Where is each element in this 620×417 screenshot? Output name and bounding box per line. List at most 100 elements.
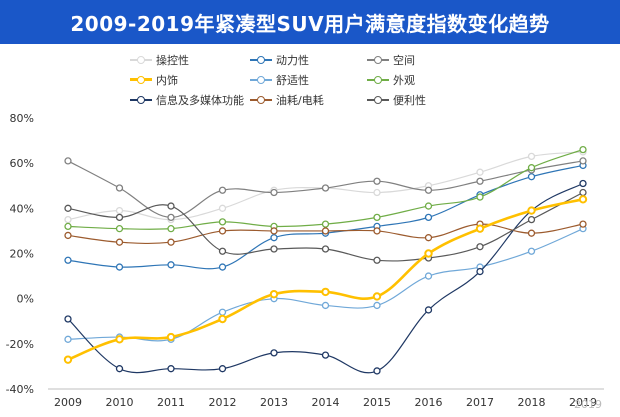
y-tick-label: 40%	[10, 202, 34, 215]
legend-label: 外观	[393, 74, 415, 87]
x-tick-label: 2011	[157, 396, 185, 409]
data-point	[527, 206, 536, 215]
data-point	[269, 289, 279, 299]
legend-swatch	[250, 54, 272, 66]
data-point	[579, 157, 587, 165]
data-point	[64, 256, 72, 264]
data-point	[167, 261, 175, 269]
data-point	[321, 287, 330, 297]
legend-swatch	[130, 94, 152, 106]
data-point	[373, 256, 381, 264]
data-point	[579, 145, 587, 154]
x-tick-label: 2016	[415, 396, 443, 409]
data-point	[115, 225, 124, 233]
data-point	[424, 213, 433, 222]
data-point	[115, 213, 124, 222]
data-point	[167, 238, 175, 246]
data-point	[115, 184, 124, 192]
data-point	[424, 234, 433, 242]
x-tick-label: 2018	[518, 396, 546, 409]
data-point	[218, 218, 227, 226]
data-point	[270, 227, 278, 235]
title-banner: 2009-2019年紧凑型SUV用户满意度指数变化趋势	[0, 0, 620, 44]
data-point	[64, 231, 72, 240]
legend-label: 操控性	[156, 54, 189, 67]
legend-item: 便利性	[367, 92, 426, 108]
data-point	[424, 272, 433, 280]
legend-item: 内饰	[130, 72, 178, 88]
data-point	[218, 186, 227, 194]
data-point	[372, 292, 382, 301]
y-tick-label: -40%	[6, 383, 34, 396]
data-point	[373, 177, 381, 185]
data-point	[167, 213, 175, 222]
data-point	[424, 202, 433, 210]
data-point	[476, 267, 484, 276]
data-point	[527, 152, 536, 161]
data-point	[373, 188, 381, 197]
data-point	[167, 225, 175, 233]
y-tick-label: 20%	[10, 248, 34, 261]
data-point	[63, 355, 73, 364]
legend-label: 油耗/电耗	[276, 94, 324, 107]
data-point	[218, 314, 227, 324]
x-tick-label: 2014	[312, 396, 340, 409]
legend-item: 空间	[367, 52, 415, 68]
legend-label: 内饰	[156, 74, 178, 87]
data-point	[579, 220, 587, 228]
data-point	[115, 365, 124, 373]
data-point	[373, 301, 381, 310]
data-point	[424, 186, 433, 194]
data-point	[64, 215, 72, 224]
legend: 操控性 动力性 空间内饰 舒适性 外观信息及多媒体功能 油耗/电耗 便利性	[0, 52, 620, 112]
data-point	[218, 247, 227, 255]
data-point	[424, 249, 433, 258]
data-point	[373, 213, 381, 222]
data-point	[476, 168, 484, 176]
data-point	[218, 263, 227, 271]
data-point	[270, 245, 278, 253]
data-point	[321, 184, 330, 192]
y-tick-label: 0%	[17, 293, 34, 306]
data-point	[64, 204, 72, 212]
legend-label: 信息及多媒体功能	[156, 94, 244, 107]
data-point	[373, 367, 381, 375]
data-point	[527, 247, 536, 255]
data-point	[527, 173, 536, 181]
legend-label: 便利性	[393, 94, 426, 107]
data-point	[321, 220, 330, 228]
data-point	[270, 349, 278, 357]
legend-label: 动力性	[276, 54, 309, 67]
y-tick-label: 80%	[10, 112, 34, 125]
x-tick-label: 2017	[466, 396, 494, 409]
legend-swatch	[367, 74, 389, 86]
data-point	[115, 335, 124, 344]
data-point	[424, 306, 433, 314]
data-point	[218, 365, 227, 373]
legend-label: 空间	[393, 54, 415, 67]
data-point	[527, 215, 536, 224]
legend-swatch	[250, 74, 272, 86]
data-point	[321, 351, 330, 359]
data-point	[373, 227, 381, 235]
data-point	[115, 206, 124, 215]
data-point	[167, 202, 175, 210]
data-point	[321, 227, 330, 235]
data-point	[115, 238, 124, 246]
data-point	[579, 179, 587, 188]
series-line-1	[67, 164, 584, 270]
x-tick-label: 2010	[106, 396, 134, 409]
legend-swatch	[130, 54, 152, 66]
data-point	[476, 177, 484, 185]
legend-item: 操控性	[130, 52, 189, 68]
x-tick-label: 2012	[209, 396, 237, 409]
data-point	[218, 227, 227, 235]
data-point	[166, 332, 176, 342]
x-tick-label: 2009	[54, 396, 82, 409]
data-point	[218, 308, 227, 316]
legend-label: 舒适性	[276, 74, 309, 87]
data-point	[64, 157, 72, 165]
data-point	[115, 263, 124, 271]
data-point	[578, 195, 588, 204]
legend-swatch	[367, 54, 389, 66]
